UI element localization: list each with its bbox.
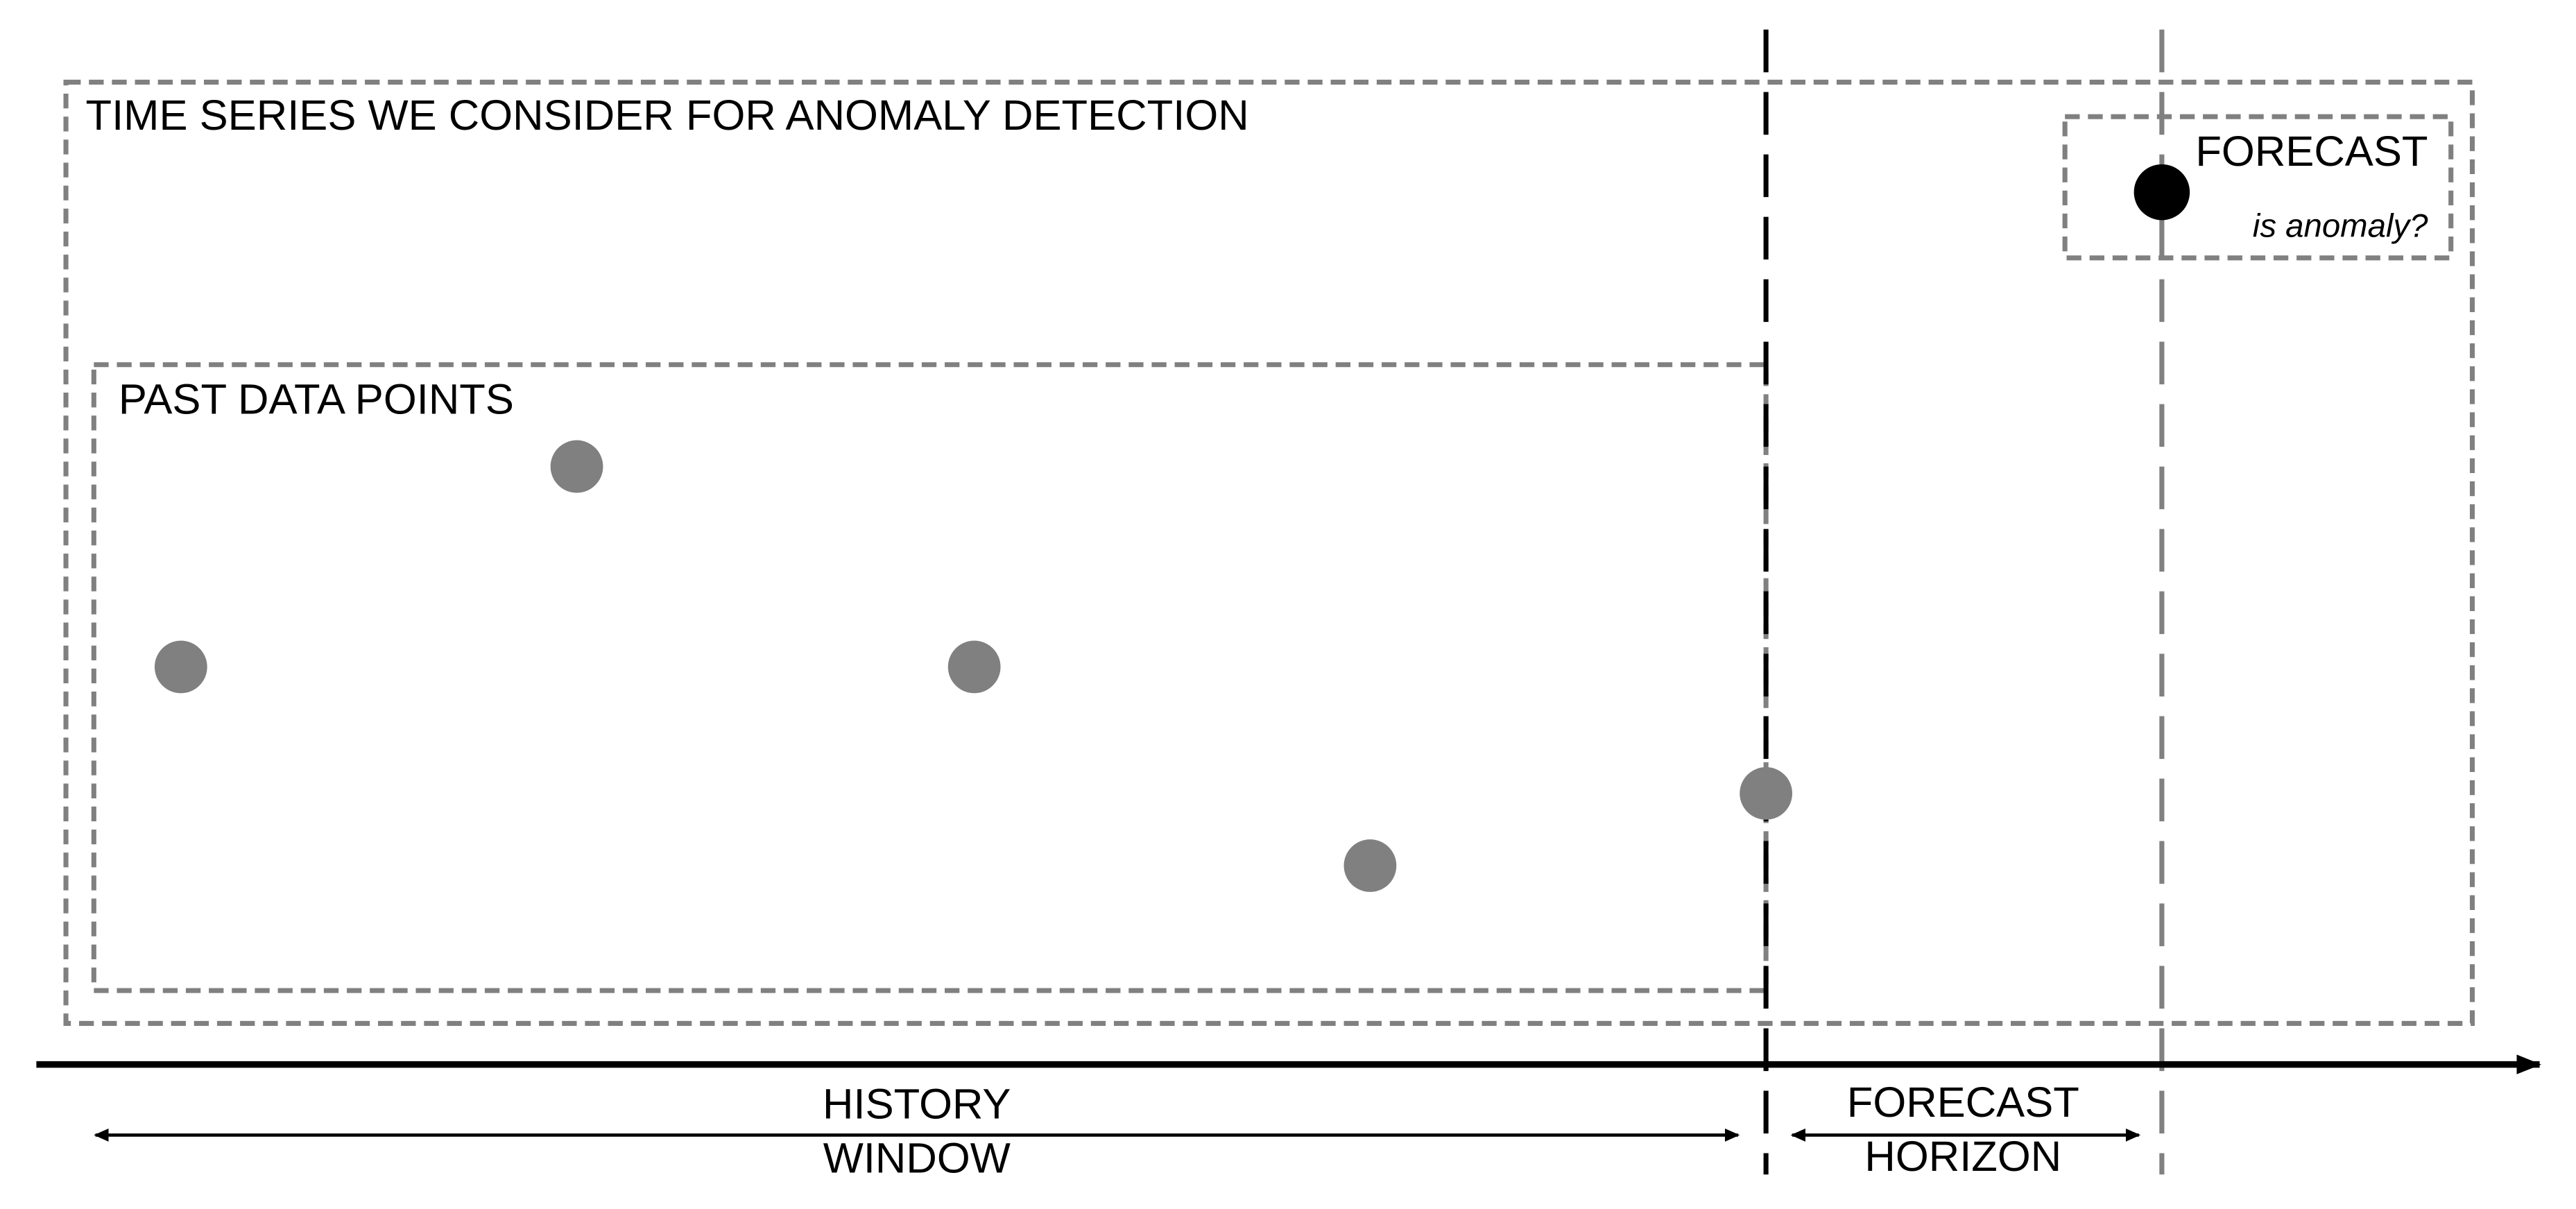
window-label: WINDOW (823, 1135, 1011, 1183)
past-point (154, 640, 207, 694)
past-point (1343, 839, 1397, 892)
past-label: PAST DATA POINTS (119, 375, 514, 423)
series-box (63, 79, 2475, 1026)
forecast-label: FORECAST (2195, 128, 2428, 175)
title: TIME SERIES WE CONSIDER FOR ANOMALY DETE… (85, 92, 1248, 139)
past-point (947, 640, 1001, 694)
past-point (1740, 766, 1793, 820)
forecast-point (2133, 164, 2190, 221)
anomaly-question: is anomaly? (2253, 208, 2428, 245)
past-box (91, 362, 1769, 993)
horizon-label: HORIZON (1864, 1133, 2061, 1181)
forecast-horizon-label: FORECAST (1847, 1079, 2079, 1126)
forecast-box (2062, 114, 2454, 261)
history-label: HISTORY (823, 1080, 1011, 1128)
past-point (550, 440, 603, 493)
